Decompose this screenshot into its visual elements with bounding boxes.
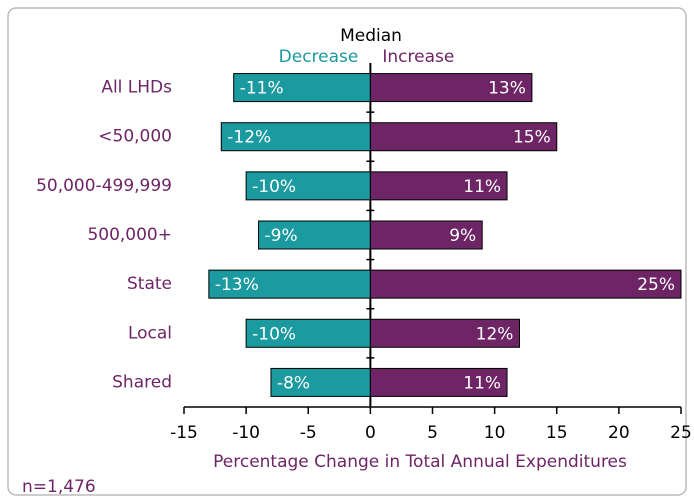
value-label: 11% xyxy=(463,373,501,393)
bar xyxy=(233,73,371,103)
value-label: 9% xyxy=(449,226,476,246)
note: n=1,476 xyxy=(22,477,96,497)
bar xyxy=(369,73,533,103)
x-tick-label: 10 xyxy=(484,423,506,443)
value-label: -12% xyxy=(227,128,271,148)
x-tick-label: -15 xyxy=(170,423,198,443)
value-label: -9% xyxy=(265,226,298,246)
bar xyxy=(245,318,371,348)
bar xyxy=(369,171,508,201)
y-tick-label: 50,000-499,999 xyxy=(36,176,172,196)
legend-title: Median xyxy=(340,26,402,46)
x-tick-label: 20 xyxy=(608,423,630,443)
x-tick-label: 15 xyxy=(546,423,568,443)
bar xyxy=(369,220,483,250)
y-tick-label: All LHDs xyxy=(101,78,172,98)
y-tick-label: Shared xyxy=(112,372,172,392)
x-tick-label: -10 xyxy=(232,423,260,443)
y-tick-label: State xyxy=(127,274,172,294)
value-label: 12% xyxy=(476,324,514,344)
value-label: -10% xyxy=(252,177,296,197)
x-tick-label: 0 xyxy=(365,423,376,443)
bar xyxy=(369,122,558,152)
bar xyxy=(369,269,682,299)
value-label: 11% xyxy=(463,177,501,197)
bar xyxy=(369,367,508,397)
value-label: -8% xyxy=(277,373,310,393)
value-label: 13% xyxy=(488,79,526,99)
x-tick-label: -5 xyxy=(300,423,317,443)
x-axis-label: Percentage Change in Total Annual Expend… xyxy=(213,452,627,472)
legend-entry: Increase xyxy=(382,47,454,67)
value-label: -10% xyxy=(252,324,296,344)
y-tick-label: <50,000 xyxy=(98,127,172,147)
value-label: -11% xyxy=(240,79,284,99)
y-tick-label: Local xyxy=(128,323,172,343)
bar xyxy=(220,122,371,152)
x-tick-label: 5 xyxy=(427,423,438,443)
value-label: 15% xyxy=(513,128,551,148)
bar xyxy=(369,318,520,348)
value-label: 25% xyxy=(637,275,675,295)
y-tick-label: 500,000+ xyxy=(87,225,172,245)
value-label: -13% xyxy=(215,275,259,295)
legend-entry: Decrease xyxy=(279,47,359,67)
x-tick-label: 25 xyxy=(670,423,692,443)
